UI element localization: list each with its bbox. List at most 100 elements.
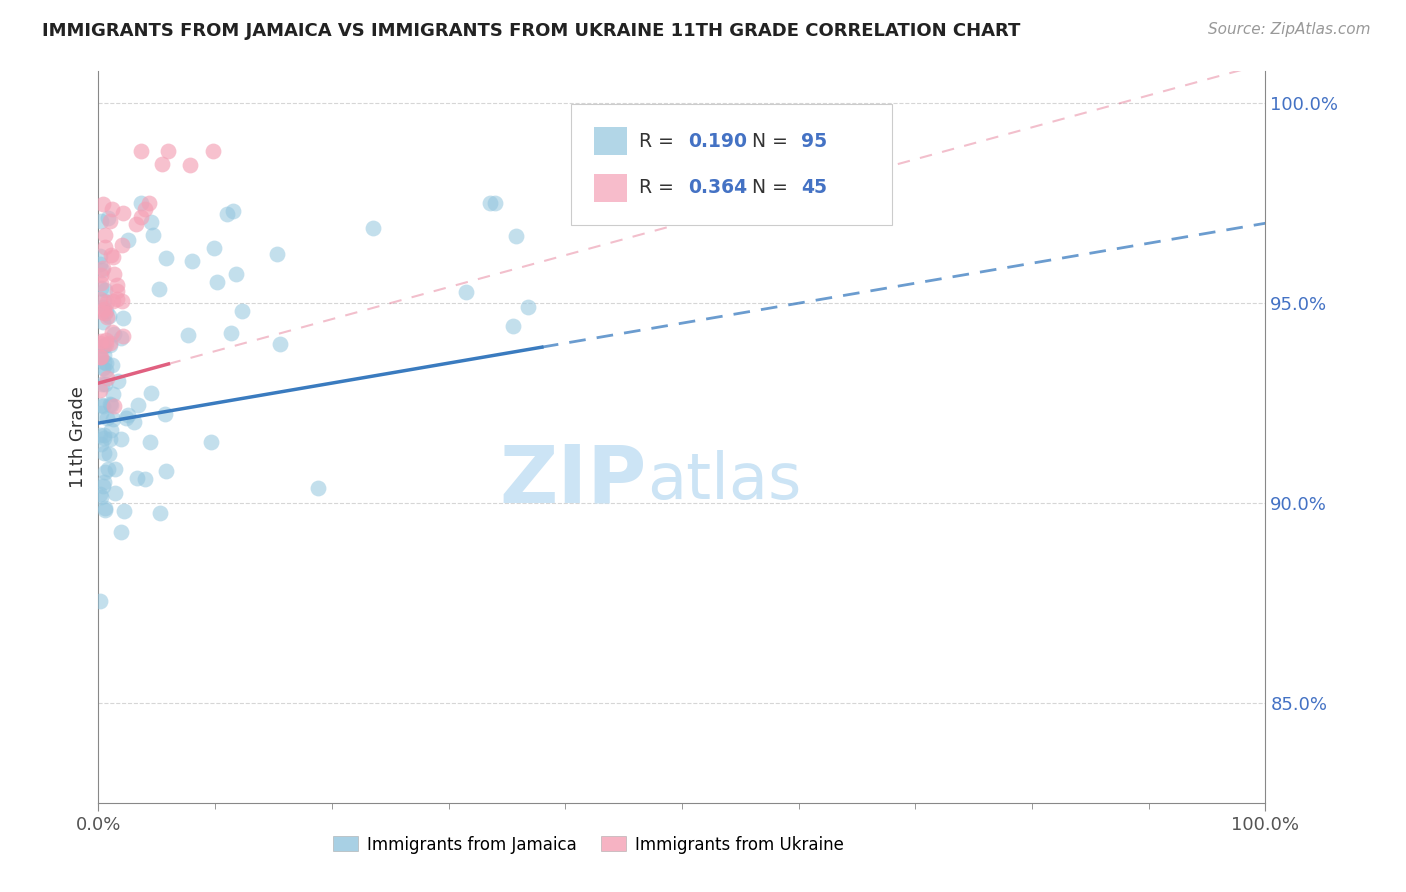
Point bbox=[141, 386, 163, 401]
Point bbox=[215, 207, 238, 221]
Point bbox=[93, 260, 115, 275]
Point bbox=[202, 241, 225, 255]
Bar bbox=[595, 128, 627, 155]
Point bbox=[201, 145, 224, 159]
Point bbox=[91, 398, 114, 412]
Point bbox=[89, 594, 111, 608]
Point bbox=[90, 334, 112, 349]
Point bbox=[155, 407, 177, 421]
Point bbox=[179, 158, 201, 172]
Point bbox=[96, 370, 118, 384]
Point bbox=[111, 328, 134, 343]
Point bbox=[89, 384, 111, 398]
Point bbox=[155, 464, 177, 478]
Point bbox=[516, 300, 538, 314]
Point bbox=[269, 337, 291, 351]
Point bbox=[176, 328, 198, 343]
Point bbox=[107, 374, 129, 388]
Point bbox=[139, 435, 162, 450]
Point bbox=[98, 397, 121, 411]
Text: 0.190: 0.190 bbox=[688, 132, 747, 151]
Point bbox=[93, 294, 115, 309]
Point bbox=[157, 145, 180, 159]
Text: atlas: atlas bbox=[647, 450, 801, 512]
Point bbox=[94, 240, 117, 254]
Point bbox=[127, 471, 149, 485]
Point bbox=[222, 204, 245, 219]
Point bbox=[90, 305, 112, 319]
Point bbox=[93, 301, 115, 316]
Point bbox=[110, 331, 132, 345]
Text: IMMIGRANTS FROM JAMAICA VS IMMIGRANTS FROM UKRAINE 11TH GRADE CORRELATION CHART: IMMIGRANTS FROM JAMAICA VS IMMIGRANTS FR… bbox=[42, 22, 1021, 40]
Point bbox=[91, 339, 114, 353]
Point bbox=[89, 487, 111, 501]
Legend: Immigrants from Jamaica, Immigrants from Ukraine: Immigrants from Jamaica, Immigrants from… bbox=[326, 829, 851, 860]
Point bbox=[90, 268, 112, 282]
Point bbox=[200, 434, 222, 449]
Point bbox=[96, 410, 118, 425]
Text: N =: N = bbox=[752, 132, 794, 151]
Point bbox=[117, 408, 139, 422]
Point bbox=[219, 326, 242, 341]
Point bbox=[93, 339, 115, 353]
Point bbox=[122, 415, 145, 429]
Point bbox=[90, 281, 112, 295]
Point bbox=[94, 503, 117, 517]
Point bbox=[94, 334, 117, 348]
Point bbox=[96, 295, 118, 310]
Point bbox=[149, 506, 172, 520]
Point bbox=[93, 446, 115, 460]
Point bbox=[105, 277, 128, 292]
Point bbox=[91, 479, 114, 493]
Point bbox=[101, 294, 124, 309]
Text: Source: ZipAtlas.com: Source: ZipAtlas.com bbox=[1208, 22, 1371, 37]
Point bbox=[150, 157, 173, 171]
Point bbox=[94, 363, 117, 377]
Point bbox=[112, 504, 135, 518]
Point bbox=[89, 350, 111, 364]
Point bbox=[98, 214, 121, 228]
Point bbox=[89, 249, 111, 263]
Point bbox=[117, 234, 139, 248]
FancyBboxPatch shape bbox=[571, 104, 891, 225]
Point bbox=[94, 356, 117, 370]
Point bbox=[105, 285, 128, 299]
Point bbox=[93, 399, 115, 413]
Point bbox=[94, 377, 117, 392]
Point bbox=[91, 263, 114, 277]
Point bbox=[96, 310, 118, 325]
Point bbox=[90, 490, 112, 504]
Point bbox=[89, 350, 111, 364]
Point bbox=[97, 211, 120, 226]
Point bbox=[100, 398, 122, 412]
Point bbox=[93, 431, 115, 445]
Point bbox=[129, 210, 152, 224]
Point bbox=[89, 428, 111, 442]
Point bbox=[484, 196, 506, 211]
Point bbox=[90, 436, 112, 450]
Point bbox=[138, 195, 160, 210]
Point bbox=[155, 251, 177, 265]
Point bbox=[98, 432, 121, 446]
Point bbox=[505, 228, 527, 243]
Point bbox=[91, 315, 114, 329]
Point bbox=[225, 267, 247, 281]
Point bbox=[100, 423, 122, 437]
Point bbox=[100, 338, 122, 352]
Point bbox=[134, 472, 156, 486]
Point bbox=[89, 292, 111, 306]
Point bbox=[112, 310, 135, 325]
Point bbox=[103, 326, 125, 341]
Point bbox=[104, 462, 127, 476]
Point bbox=[93, 355, 115, 369]
Point bbox=[103, 399, 125, 413]
Point bbox=[205, 275, 228, 289]
Point bbox=[101, 251, 124, 265]
Point bbox=[90, 276, 112, 290]
Bar bbox=[595, 174, 627, 202]
Y-axis label: 11th Grade: 11th Grade bbox=[69, 386, 87, 488]
Text: R =: R = bbox=[638, 178, 679, 197]
Point bbox=[91, 360, 114, 375]
Text: ZIP: ZIP bbox=[499, 442, 647, 520]
Point bbox=[93, 428, 115, 442]
